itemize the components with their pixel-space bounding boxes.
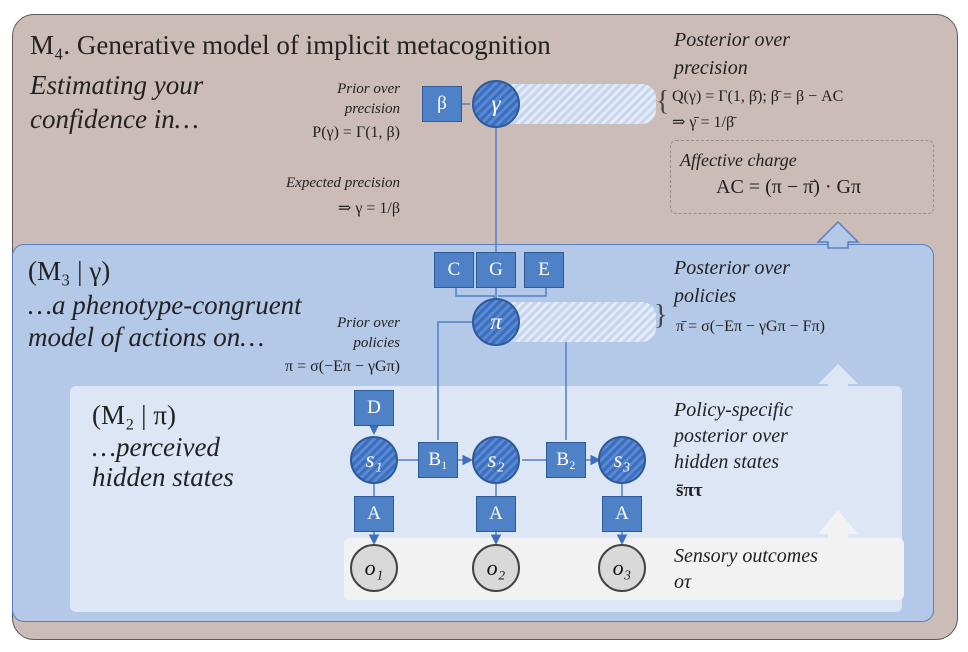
m4-subtitle-line2: confidence in…	[30, 104, 199, 134]
posterior-precision-equation-1: Q(γ) = Γ(1, β̄); β̄ = β − AC	[672, 88, 844, 105]
node-g: G	[476, 252, 516, 288]
node-pi: π	[472, 298, 520, 346]
node-b1: B₁	[418, 442, 458, 478]
prior-precision-equation: P(γ) = Γ(1, β)	[312, 124, 400, 141]
posterior-policies-label-2: policies	[674, 285, 737, 307]
affective-charge-label: Affective charge	[680, 150, 797, 170]
posterior-policies-label-1: Posterior over	[674, 257, 791, 279]
node-d: D	[354, 390, 394, 426]
edge-pi-b1	[437, 321, 474, 440]
state-posterior-label-1: Policy-specific	[674, 399, 793, 421]
node-beta: β	[422, 86, 462, 122]
state-posterior-label-3: hidden states	[674, 451, 779, 473]
m4-title: M₄. Generative model of implicit metacog…	[30, 30, 551, 60]
precision-posterior-bar	[500, 84, 656, 124]
node-a1: A	[354, 496, 394, 532]
node-a2: A	[476, 496, 516, 532]
node-o2: o₂	[472, 544, 520, 592]
node-o1: o₁	[350, 544, 398, 592]
up-arrow-outcomes-to-states	[818, 510, 858, 540]
m2-subtitle-line1: …perceived	[92, 432, 220, 462]
node-b2: B₂	[546, 442, 586, 478]
up-arrow-m3-to-ac	[816, 220, 860, 249]
state-posterior-equation: s̄πτ	[676, 480, 703, 501]
affective-charge-equation: AC = (π − π̄) · Gπ	[716, 176, 862, 198]
posterior-precision-equation-2: ⇒ γ̄ = 1/β̄	[672, 114, 735, 131]
node-c: C	[434, 252, 474, 288]
expected-precision-equation: ⇒ γ = 1/β	[337, 200, 400, 217]
m3-title: (M₃ | γ)	[28, 256, 111, 286]
m2-title: (M₂ | π)	[92, 400, 176, 430]
node-a3: A	[602, 496, 642, 532]
node-s3: s₃	[598, 436, 646, 484]
node-s1: s₁	[350, 436, 398, 484]
m3-subtitle-line2: model of actions on…	[28, 322, 265, 352]
edge-e-pi	[498, 288, 547, 297]
node-o3: o₃	[598, 544, 646, 592]
prior-precision-label-1: Prior over	[337, 81, 400, 97]
posterior-precision-label-1: Posterior over	[674, 29, 791, 51]
posterior-brace: {	[656, 86, 670, 117]
prior-policies-equation: π = σ(−Eπ − γGπ)	[285, 358, 400, 375]
prior-policies-label-1: Prior over	[337, 315, 400, 331]
node-s2: s₂	[472, 436, 520, 484]
affective-charge-box	[670, 140, 934, 214]
sensory-outcomes-symbol: oτ	[674, 571, 692, 593]
m2-subtitle-line2: hidden states	[92, 462, 234, 492]
sensory-outcomes-label: Sensory outcomes	[674, 545, 818, 567]
expected-precision-label: Expected precision	[286, 175, 400, 191]
m3-subtitle-line1: …a phenotype-congruent	[28, 290, 302, 320]
policy-posterior-bar	[500, 302, 656, 342]
up-arrow-m2-to-m3	[818, 364, 858, 390]
policy-posterior-brace: }	[654, 300, 668, 331]
node-gamma: γ	[472, 80, 520, 128]
m4-subtitle-line1: Estimating your	[30, 70, 204, 100]
prior-policies-label-2: policies	[353, 335, 400, 351]
posterior-policies-equation: π̄ = σ(−Eπ − γGπ − Fπ)	[676, 318, 825, 335]
prior-precision-label-2: precision	[344, 101, 400, 117]
posterior-precision-label-2: precision	[674, 57, 748, 79]
node-e: E	[524, 252, 564, 288]
state-posterior-label-2: posterior over	[674, 425, 788, 447]
